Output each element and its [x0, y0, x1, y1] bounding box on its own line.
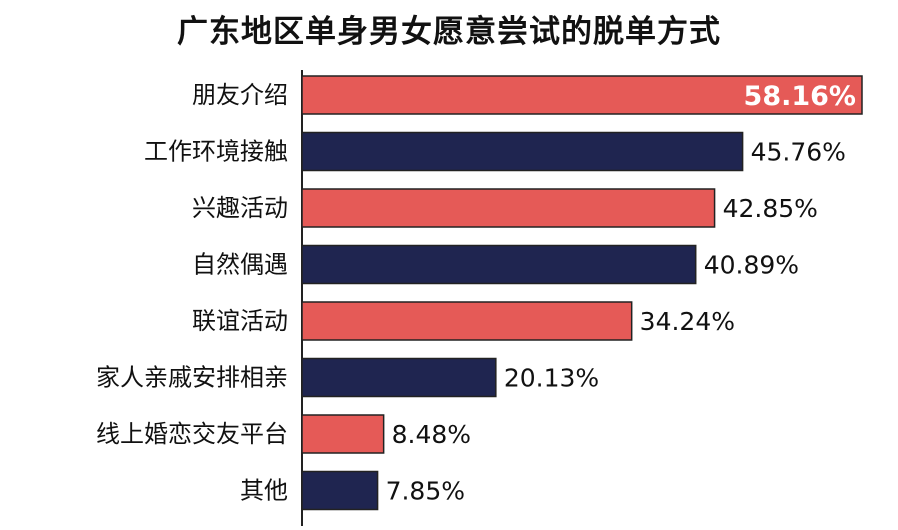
category-label-4: 自然偶遇 [192, 251, 288, 279]
value-label-3: 42.85% [723, 194, 818, 223]
value-label-8: 7.85% [386, 477, 465, 506]
bars-layer: 朋友介绍 58.16% 工作环境接触 45.76% 兴趣活动 42.85% 自然偶遇 40.8… [96, 75, 863, 511]
bar-3 [301, 188, 716, 228]
value-label-5: 34.24% [640, 307, 735, 336]
category-label-8: 其他 [240, 477, 288, 505]
category-label-7: 线上婚恋交友平台 [96, 420, 288, 448]
bar-6 [301, 357, 497, 398]
category-label-3: 兴趣活动 [192, 194, 288, 222]
bar-2 [301, 131, 744, 172]
bar-1 [301, 75, 863, 115]
value-label-1: 58.16% [744, 81, 856, 112]
bar-5 [301, 301, 633, 341]
category-label-5: 联谊活动 [192, 307, 288, 335]
category-label-6: 家人亲戚安排相亲 [96, 364, 288, 392]
bar-7 [301, 414, 385, 454]
chart-title: 广东地区单身男女愿意尝试的脱单方式 [177, 14, 721, 50]
bar-8 [301, 470, 379, 511]
value-label-2: 45.76% [751, 138, 846, 167]
bar-4 [301, 244, 697, 285]
value-label-7: 8.48% [392, 420, 471, 449]
value-label-6: 20.13% [504, 364, 599, 393]
value-label-4: 40.89% [704, 251, 799, 280]
category-label-1: 朋友介绍 [192, 81, 288, 109]
category-label-2: 工作环境接触 [144, 138, 288, 166]
